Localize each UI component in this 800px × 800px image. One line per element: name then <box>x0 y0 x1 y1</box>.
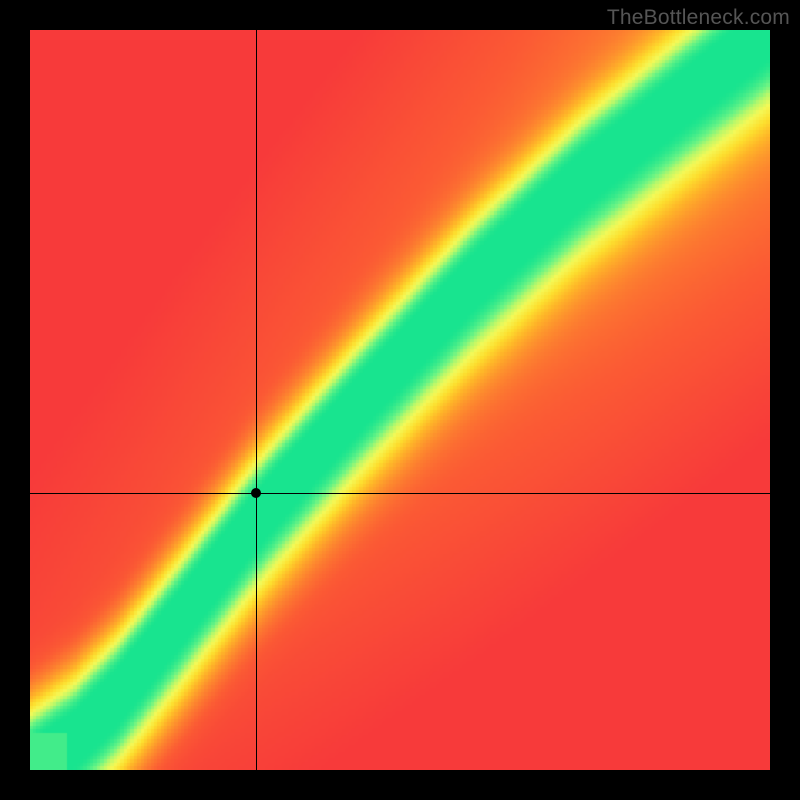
watermark-text: TheBottleneck.com <box>607 6 790 30</box>
plot-area <box>30 30 770 770</box>
chart-container: TheBottleneck.com <box>0 0 800 800</box>
heatmap-canvas <box>30 30 770 770</box>
crosshair-marker <box>251 488 261 498</box>
crosshair-vertical <box>256 30 257 770</box>
crosshair-horizontal <box>30 493 770 494</box>
